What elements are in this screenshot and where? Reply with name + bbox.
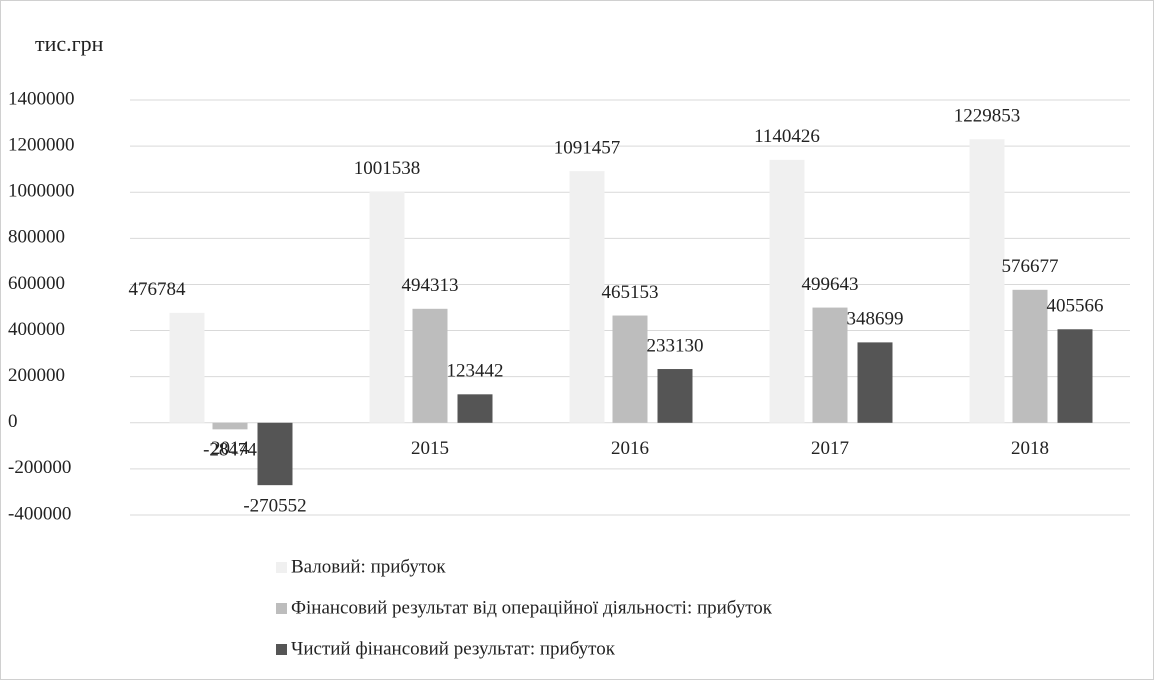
legend-swatch: [276, 562, 287, 573]
y-tick-label: 600000: [8, 273, 65, 294]
y-tick-label: 200000: [8, 365, 65, 386]
x-tick-label: 2017: [811, 438, 849, 459]
data-label: 1001538: [354, 158, 421, 179]
data-label: 123442: [447, 361, 504, 382]
data-label: 576677: [1002, 256, 1059, 277]
x-tick-label: 2018: [1011, 438, 1049, 459]
y-tick-label: -200000: [8, 457, 71, 478]
y-tick-label: 1000000: [8, 181, 75, 202]
data-label: 499643: [802, 274, 859, 295]
x-tick-label: 2016: [611, 438, 649, 459]
data-label: 1091457: [554, 137, 621, 158]
y-tick-label: -400000: [8, 503, 71, 524]
data-label: 476784: [129, 279, 187, 300]
bar: [969, 139, 1005, 423]
bar: [1012, 289, 1048, 423]
bar: [212, 422, 248, 430]
bar: [569, 171, 605, 423]
legend-label: Фінансовий результат від операційної дія…: [291, 597, 773, 618]
bar: [857, 342, 893, 423]
bar: [769, 159, 805, 423]
data-label: 1140426: [754, 126, 820, 147]
data-label: 1229853: [954, 106, 1021, 127]
y-tick-label: 1400000: [8, 88, 75, 109]
x-tick-label: 2014: [211, 438, 250, 459]
legend-label: Валовий: прибуток: [291, 556, 446, 577]
data-label: -28474: [203, 440, 257, 461]
data-label: 233130: [647, 335, 704, 356]
bar: [369, 191, 405, 423]
bar: [169, 312, 205, 423]
y-tick-label: 1200000: [8, 134, 75, 155]
bar: [812, 307, 848, 423]
x-tick-label: 2015: [411, 438, 449, 459]
legend-swatch: [276, 603, 287, 614]
bar: [412, 308, 448, 423]
y-tick-label: 400000: [8, 319, 65, 340]
data-label: 405566: [1047, 296, 1104, 317]
bar: [612, 315, 648, 423]
bar: [457, 394, 493, 423]
bar: [1057, 329, 1093, 423]
data-label: 348699: [847, 309, 904, 330]
y-tick-label: 800000: [8, 227, 65, 248]
bar: [657, 369, 693, 423]
y-axis-label: тис.грн: [35, 31, 104, 56]
data-label: -270552: [243, 496, 306, 517]
y-tick-label: 0: [8, 411, 18, 432]
legend-label: Чистий фінансовий результат: прибуток: [291, 638, 616, 659]
data-label: 465153: [602, 282, 659, 303]
legend-swatch: [276, 644, 287, 655]
data-label: 494313: [402, 275, 459, 296]
bar: [257, 422, 293, 486]
